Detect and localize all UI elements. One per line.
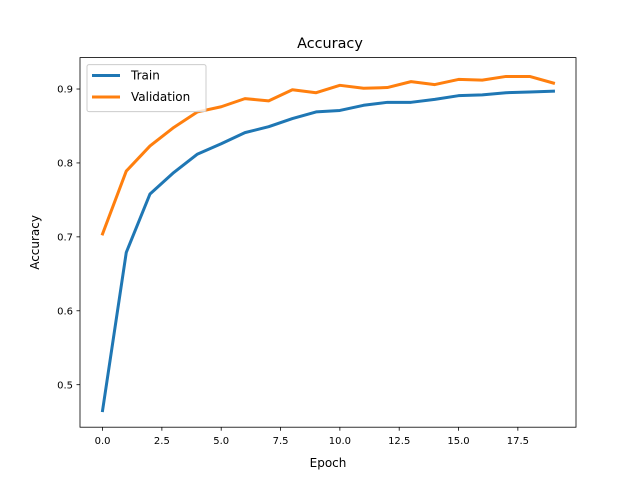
data-point-train xyxy=(457,94,460,97)
data-point-train xyxy=(504,91,507,94)
data-point-validation xyxy=(410,80,413,83)
data-point-validation xyxy=(101,232,104,235)
data-point-validation xyxy=(386,86,389,89)
data-point-validation xyxy=(338,84,341,87)
legend-label-validation: Validation xyxy=(131,90,190,104)
data-point-validation xyxy=(504,75,507,78)
y-tick-label: 0.5 xyxy=(57,380,73,391)
data-point-train xyxy=(481,93,484,96)
x-axis-ticks: 0.0 2.5 5.0 7.5 10.0 12.5 15.0 17.5 xyxy=(95,427,529,447)
y-tick-label: 0.7 xyxy=(57,232,73,243)
y-tick-label: 0.8 xyxy=(57,159,73,170)
x-tick-label: 7.5 xyxy=(273,436,289,447)
legend-label-train: Train xyxy=(130,69,160,83)
data-point-validation xyxy=(362,87,365,90)
y-tick-label: 0.6 xyxy=(57,306,73,317)
data-point-train xyxy=(149,192,152,195)
y-tick-label: 0.9 xyxy=(57,85,73,96)
data-point-validation xyxy=(433,83,436,86)
x-tick-label: 15.0 xyxy=(447,436,469,447)
axes-layer xyxy=(79,57,577,428)
x-axis-label: Epoch xyxy=(310,456,347,470)
data-point-train xyxy=(528,90,531,93)
data-point-train xyxy=(172,171,175,174)
data-point-train xyxy=(267,125,270,128)
data-point-validation xyxy=(315,91,318,94)
data-point-train xyxy=(196,153,199,156)
series-line-validation xyxy=(100,74,556,236)
data-point-validation xyxy=(125,170,128,173)
x-tick-label: 17.5 xyxy=(507,436,529,447)
y-axis-label: Accuracy xyxy=(28,215,42,270)
data-point-validation xyxy=(457,78,460,81)
x-tick-label: 5.0 xyxy=(213,436,229,447)
data-point-train xyxy=(386,101,389,104)
data-point-train xyxy=(243,131,246,134)
data-point-validation xyxy=(243,97,246,100)
data-point-train xyxy=(101,409,104,412)
series-layer xyxy=(100,74,556,413)
data-point-train xyxy=(291,117,294,120)
x-tick-label: 10.0 xyxy=(329,436,351,447)
data-point-train xyxy=(410,101,413,104)
data-point-validation xyxy=(291,88,294,91)
data-point-train xyxy=(433,98,436,101)
data-point-validation xyxy=(552,82,555,85)
data-point-validation xyxy=(528,75,531,78)
x-tick-label: 2.5 xyxy=(154,436,170,447)
legend: Train Validation xyxy=(86,64,207,113)
data-point-train xyxy=(338,109,341,112)
x-tick-label: 0.0 xyxy=(95,436,111,447)
data-point-validation xyxy=(481,79,484,82)
data-point-train xyxy=(362,104,365,107)
chart-title: Accuracy xyxy=(297,36,363,52)
data-point-validation xyxy=(267,99,270,102)
data-point-train xyxy=(220,142,223,145)
data-point-train xyxy=(315,110,318,113)
legend-items: Train Validation xyxy=(92,69,190,104)
series-line-train xyxy=(100,89,555,413)
x-tick-label: 12.5 xyxy=(388,436,410,447)
data-point-validation xyxy=(149,144,152,147)
y-axis-ticks: 0.5 0.6 0.7 0.8 0.9 xyxy=(57,85,80,391)
plot-area-frame xyxy=(79,57,577,428)
data-point-train xyxy=(552,90,555,93)
data-point-train xyxy=(125,251,128,254)
data-point-validation xyxy=(220,105,223,108)
data-point-validation xyxy=(172,126,175,129)
